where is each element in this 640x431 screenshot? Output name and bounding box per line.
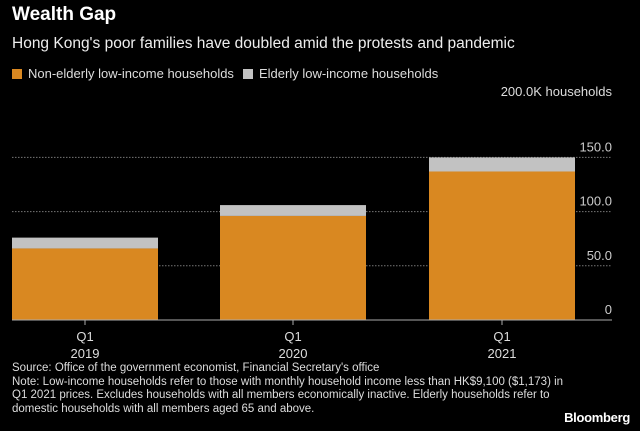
bar-elderly <box>12 237 158 249</box>
x-tick-label: Q1 <box>76 329 93 344</box>
x-tick-label: 2021 <box>488 346 517 361</box>
notes: Source: Office of the government economi… <box>12 362 572 416</box>
note-text: Note: Low-income households refer to tho… <box>12 375 564 415</box>
bar-elderly <box>429 157 575 172</box>
legend-item-non-elderly: Non-elderly low-income households <box>12 66 234 81</box>
legend-label: Elderly low-income households <box>259 66 439 81</box>
x-tick-label: 2020 <box>279 346 308 361</box>
y-axis-unit-label: 200.0K households <box>500 84 612 99</box>
legend-item-elderly: Elderly low-income households <box>243 66 438 81</box>
x-tick-label: Q1 <box>493 329 510 344</box>
x-tick-label: 2019 <box>71 346 100 361</box>
y-tick-label: 0 <box>605 302 612 317</box>
bar-non-elderly <box>12 248 158 320</box>
bar-elderly <box>220 205 366 216</box>
chart-title: Wealth Gap <box>12 4 117 25</box>
legend-swatch-elderly <box>243 68 253 79</box>
source-text: Source: Office of the government economi… <box>12 362 380 374</box>
y-tick-label: 50.0 <box>587 248 612 263</box>
bar-non-elderly <box>220 215 366 320</box>
legend-label: Non-elderly low-income households <box>28 66 234 81</box>
y-tick-label: 150.0 <box>579 139 612 154</box>
chart-subtitle: Hong Kong's poor families have doubled a… <box>12 35 515 52</box>
legend-swatch-non-elderly <box>12 68 22 79</box>
bloomberg-logo: Bloomberg <box>564 410 630 425</box>
x-tick-label: Q1 <box>284 329 301 344</box>
bar-non-elderly <box>429 171 575 320</box>
y-tick-label: 100.0 <box>579 194 612 209</box>
